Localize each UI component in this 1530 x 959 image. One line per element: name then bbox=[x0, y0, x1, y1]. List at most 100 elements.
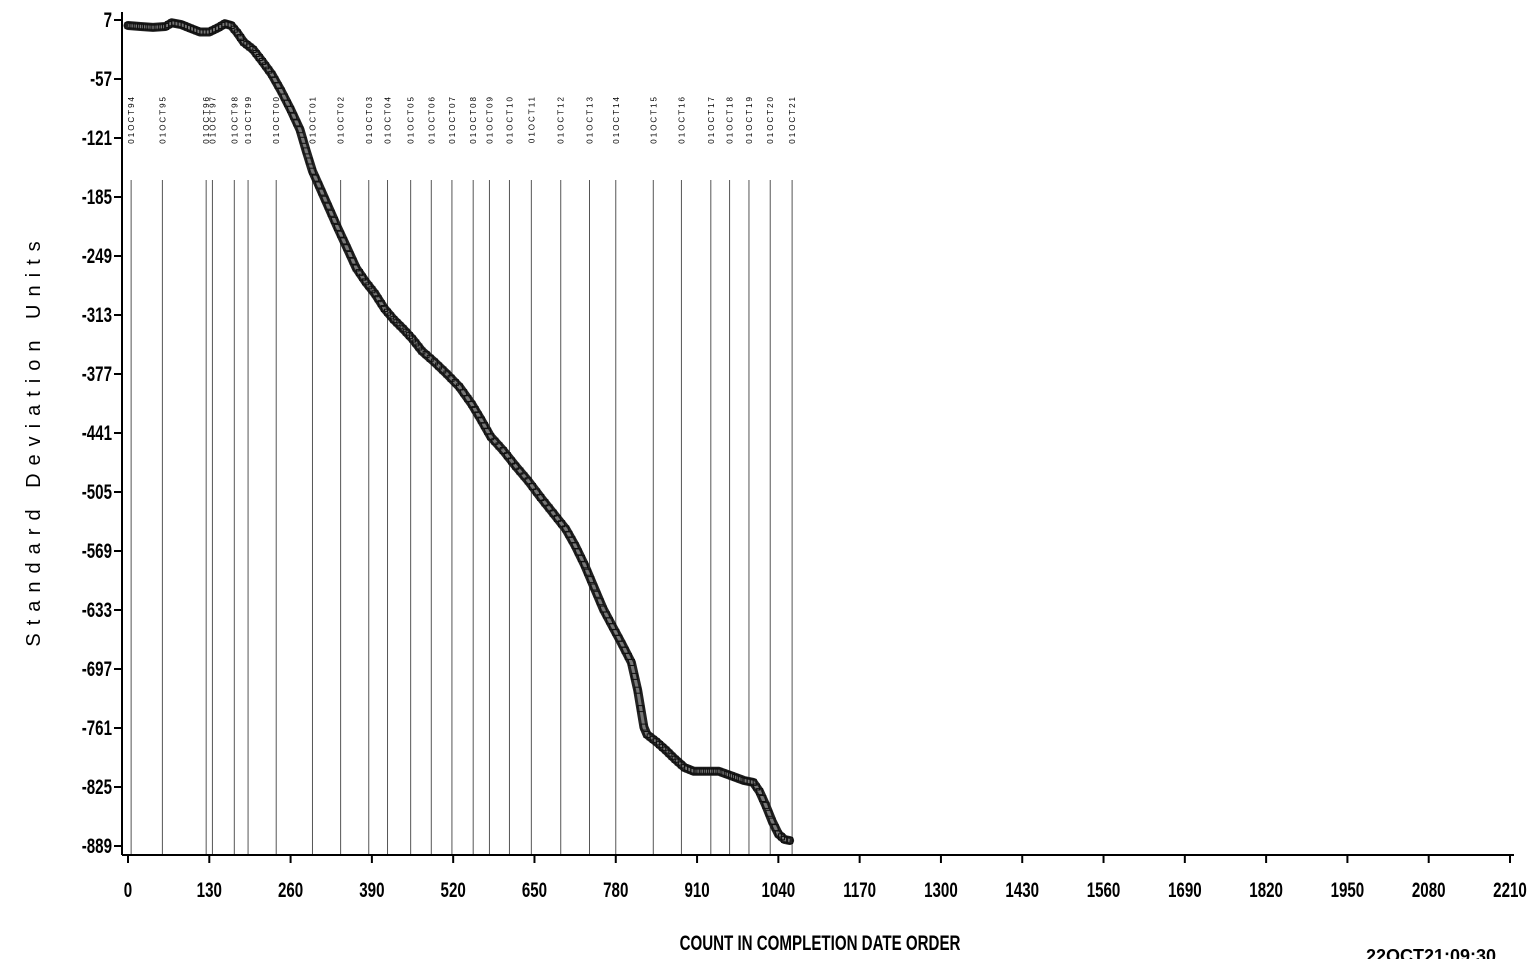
reference-line-label: 01OCT94 bbox=[127, 95, 136, 144]
x-tick-label: 910 bbox=[684, 877, 709, 901]
data-point bbox=[149, 23, 157, 31]
data-point bbox=[460, 389, 468, 397]
series-line bbox=[123, 18, 795, 845]
y-tick-label: -889 bbox=[82, 833, 112, 857]
data-point bbox=[528, 483, 536, 490]
data-point bbox=[487, 433, 495, 441]
data-point bbox=[145, 23, 153, 31]
y-tick-label: -697 bbox=[82, 656, 112, 680]
data-point bbox=[337, 230, 345, 238]
reference-line-label: 01OCT14 bbox=[612, 95, 621, 144]
data-point bbox=[786, 836, 794, 844]
reference-line-label: 01OCT00 bbox=[272, 95, 281, 144]
data-point bbox=[153, 23, 161, 31]
reference-line-label: 01OCT18 bbox=[726, 95, 735, 144]
data-point bbox=[581, 561, 588, 569]
data-point bbox=[290, 112, 298, 120]
reference-line-label: 01OCT03 bbox=[365, 95, 374, 144]
data-point bbox=[545, 504, 553, 512]
data-point bbox=[533, 488, 541, 496]
data-point bbox=[587, 576, 595, 584]
reference-line-label: 01OCT02 bbox=[337, 95, 346, 144]
data-point bbox=[765, 809, 773, 817]
data-point bbox=[524, 477, 532, 485]
reference-line-label: 01OCT17 bbox=[707, 95, 716, 144]
data-point bbox=[422, 351, 430, 359]
data-point bbox=[346, 251, 354, 258]
data-point bbox=[698, 767, 706, 775]
data-point bbox=[627, 659, 635, 666]
data-point bbox=[132, 22, 140, 30]
reference-line-label: 01OCT16 bbox=[677, 95, 686, 144]
data-point bbox=[157, 23, 165, 31]
data-point bbox=[495, 442, 503, 450]
data-point bbox=[756, 788, 764, 796]
y-tick-label: -505 bbox=[82, 479, 112, 503]
data-point bbox=[309, 167, 316, 175]
y-tick-label: -377 bbox=[82, 361, 112, 385]
data-point bbox=[516, 467, 524, 475]
y-tick-label: -569 bbox=[82, 538, 112, 562]
data-point bbox=[762, 801, 770, 809]
x-tick-label: 390 bbox=[359, 877, 384, 901]
x-tick-label: 780 bbox=[603, 877, 628, 901]
reference-line-label: 01OCT15 bbox=[649, 95, 658, 144]
reference-line-label: 01OCT13 bbox=[586, 95, 595, 144]
data-point bbox=[312, 174, 320, 182]
x-tick-label: 1950 bbox=[1331, 877, 1365, 901]
data-point bbox=[439, 366, 447, 374]
x-tick-label: 1820 bbox=[1249, 877, 1283, 901]
y-tick-label: -825 bbox=[82, 774, 112, 798]
data-point bbox=[499, 447, 507, 454]
data-point bbox=[596, 598, 604, 606]
x-tick-label: 650 bbox=[522, 877, 547, 901]
x-tick-label: 260 bbox=[278, 877, 303, 901]
data-point bbox=[327, 209, 335, 217]
data-point bbox=[702, 767, 710, 775]
x-tick-label: 130 bbox=[197, 877, 222, 901]
x-tick-label: 2210 bbox=[1493, 877, 1527, 901]
x-tick-label: 0 bbox=[124, 877, 132, 901]
reference-line-label: 01OCT95 bbox=[158, 95, 167, 144]
data-point bbox=[634, 686, 642, 694]
axes: 7 -57 -121 -185 -249 -313 -377 -441 -505 -569 -633… bbox=[82, 7, 1527, 901]
data-point bbox=[723, 770, 731, 778]
reference-line-label: 01OCT21 bbox=[788, 95, 797, 144]
reference-line-label: 01OCT09 bbox=[485, 95, 494, 144]
data-point bbox=[732, 774, 740, 781]
data-point bbox=[464, 395, 472, 403]
data-point bbox=[715, 767, 723, 775]
data-series bbox=[123, 18, 795, 845]
y-tick-label: -57 bbox=[90, 66, 112, 90]
data-point bbox=[593, 590, 601, 598]
data-point bbox=[694, 767, 702, 775]
data-point bbox=[124, 22, 132, 29]
data-point bbox=[690, 767, 698, 775]
data-point bbox=[637, 705, 645, 713]
data-point bbox=[707, 767, 715, 775]
series-line-highlight bbox=[127, 21, 790, 842]
data-point bbox=[430, 358, 438, 366]
reference-line-label: 01OCT96 bbox=[202, 95, 211, 144]
data-point bbox=[631, 672, 638, 680]
reference-line-label: 01OCT97 bbox=[208, 95, 217, 144]
data-point bbox=[711, 767, 719, 775]
x-tick-label: 520 bbox=[441, 877, 466, 901]
data-point bbox=[719, 769, 727, 777]
data-point bbox=[302, 147, 310, 155]
y-tick-label: -185 bbox=[82, 184, 112, 208]
y-tick-label: -761 bbox=[82, 715, 112, 739]
data-point bbox=[451, 379, 459, 387]
x-tick-label: 1560 bbox=[1087, 877, 1121, 901]
data-point bbox=[549, 509, 557, 517]
reference-line-label: 01OCT19 bbox=[745, 95, 754, 144]
x-tick-label: 1170 bbox=[843, 877, 876, 901]
y-tick-label: -441 bbox=[82, 420, 112, 444]
data-point bbox=[287, 105, 295, 113]
data-point bbox=[553, 514, 561, 522]
data-point bbox=[558, 520, 566, 528]
data-point bbox=[305, 157, 313, 165]
data-point bbox=[299, 136, 307, 144]
data-point bbox=[435, 362, 443, 370]
